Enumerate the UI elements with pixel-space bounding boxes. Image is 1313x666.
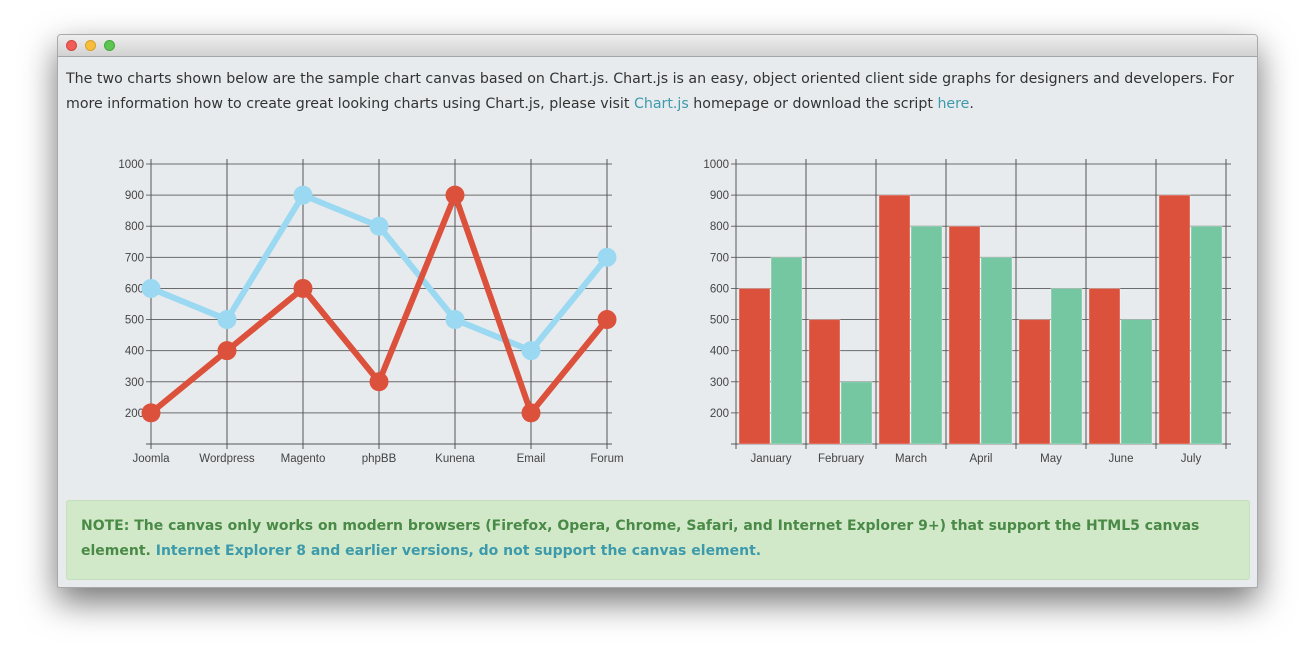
x-tick-label: February — [818, 453, 864, 465]
bar-chart: 200 300 400 500 600 700 800 900 1000 January Febru… — [703, 159, 1231, 465]
series-1-point — [141, 278, 161, 298]
x-tick-label: Magento — [281, 453, 326, 465]
y-tick-label: 800 — [125, 221, 144, 233]
series-2-point — [445, 185, 465, 205]
x-tick-label: phpBB — [362, 453, 397, 465]
note-link[interactable]: Internet Explorer 8 and earlier versions… — [155, 543, 762, 559]
bar-series-2 — [770, 256, 803, 445]
y-tick-label: 700 — [710, 252, 729, 264]
note-box: NOTE: The canvas only works on modern br… — [66, 500, 1250, 580]
x-tick-label: Wordpress — [199, 453, 255, 465]
bar-series-1 — [1088, 287, 1121, 445]
series-2-point — [597, 310, 617, 330]
line-chart: 200 300 400 500 600 700 800 900 1000 Joomla Wordpr… — [118, 159, 624, 465]
x-tick-label: Email — [517, 453, 546, 465]
y-tick-label: 700 — [125, 252, 144, 264]
y-tick-label: 300 — [125, 377, 144, 389]
series-1-point — [521, 341, 541, 361]
bar-series-1 — [808, 319, 841, 445]
y-tick-label: 1000 — [118, 159, 144, 171]
bar-series-2 — [910, 225, 943, 445]
series-1-point — [597, 247, 617, 267]
series-1-point — [293, 185, 313, 205]
y-tick-label: 600 — [125, 283, 144, 295]
bar-series-2 — [1190, 225, 1223, 445]
series-1-point — [217, 310, 237, 330]
bar-series-2 — [840, 381, 873, 445]
x-tick-label: March — [895, 453, 927, 465]
intro-text-3: . — [969, 96, 974, 112]
series-2-point — [521, 403, 541, 423]
series-2-point — [141, 403, 161, 423]
bar-series-1 — [1018, 319, 1051, 445]
x-tick-label: Kunena — [435, 453, 475, 465]
zoom-button[interactable] — [104, 40, 115, 51]
series-2-point — [217, 341, 237, 361]
series-1-point — [369, 216, 389, 236]
y-tick-label: 400 — [710, 346, 729, 358]
x-tick-label: Joomla — [132, 453, 170, 465]
note-text: NOTE: The canvas only works on modern br… — [81, 518, 1200, 559]
bar-series-2 — [1120, 319, 1153, 445]
y-tick-label: 1000 — [703, 159, 729, 171]
y-tick-label: 400 — [125, 346, 144, 358]
y-tick-label: 200 — [125, 408, 144, 420]
x-tick-label: April — [969, 453, 992, 465]
series-1-point — [445, 310, 465, 330]
intro-text-1: The two charts shown below are the sampl… — [66, 71, 1234, 112]
bar-series-2 — [980, 256, 1013, 445]
bar-series-2 — [1050, 287, 1083, 445]
x-tick-label: January — [751, 453, 792, 465]
bar-series-1 — [948, 225, 981, 445]
intro-paragraph: The two charts shown below are the sampl… — [66, 67, 1246, 117]
intro-text-2: homepage or download the script — [688, 96, 938, 112]
browser-window: The two charts shown below are the sampl… — [57, 34, 1258, 588]
x-tick-label: July — [1181, 453, 1202, 465]
series-2-point — [369, 372, 389, 392]
minimize-button[interactable] — [85, 40, 96, 51]
y-tick-label: 900 — [710, 190, 729, 202]
y-tick-label: 600 — [710, 283, 729, 295]
x-tick-label: June — [1109, 453, 1134, 465]
bar-series-1 — [878, 194, 911, 445]
x-tick-label: May — [1040, 453, 1062, 465]
y-tick-label: 300 — [710, 377, 729, 389]
close-button[interactable] — [66, 40, 77, 51]
y-tick-label: 200 — [710, 408, 729, 420]
y-tick-label: 500 — [710, 315, 729, 327]
chartjs-link[interactable]: Chart.js — [633, 96, 689, 112]
y-tick-label: 800 — [710, 221, 729, 233]
bar-series-1 — [1158, 194, 1191, 445]
x-tick-label: Forum — [590, 453, 623, 465]
title-bar — [58, 35, 1257, 57]
download-link[interactable]: here — [937, 96, 970, 112]
y-tick-label: 900 — [125, 190, 144, 202]
bar-series-1 — [738, 287, 771, 445]
y-tick-label: 500 — [125, 315, 144, 327]
series-2-point — [293, 278, 313, 298]
